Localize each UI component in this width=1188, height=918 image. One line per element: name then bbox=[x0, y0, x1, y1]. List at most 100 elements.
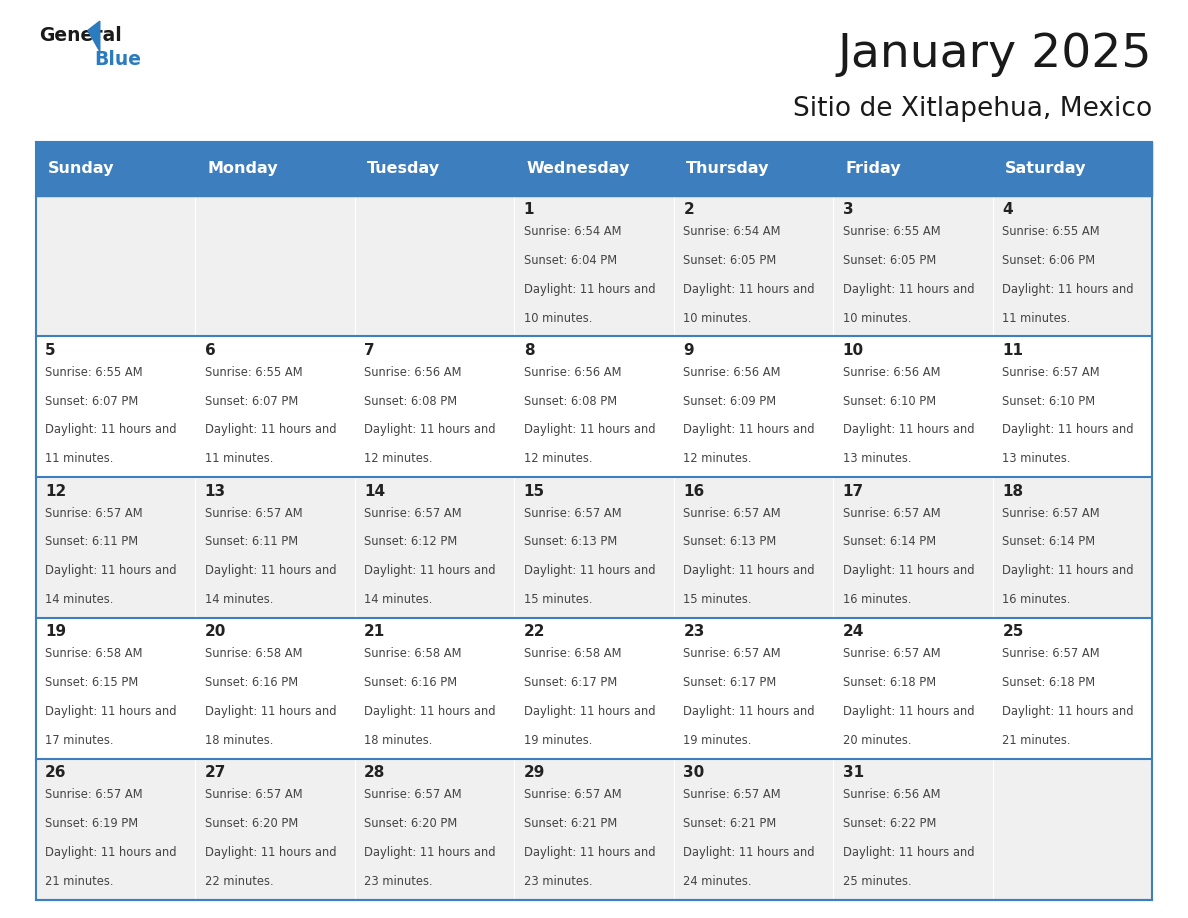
FancyBboxPatch shape bbox=[514, 336, 674, 477]
FancyBboxPatch shape bbox=[833, 477, 993, 618]
Text: 11 minutes.: 11 minutes. bbox=[1003, 311, 1070, 325]
Text: 20 minutes.: 20 minutes. bbox=[842, 734, 911, 747]
Text: Daylight: 11 hours and: Daylight: 11 hours and bbox=[842, 565, 974, 577]
Text: Sunrise: 6:57 AM: Sunrise: 6:57 AM bbox=[683, 647, 781, 660]
Text: Sunrise: 6:57 AM: Sunrise: 6:57 AM bbox=[842, 507, 941, 520]
FancyBboxPatch shape bbox=[355, 618, 514, 759]
Text: 31: 31 bbox=[842, 766, 864, 780]
Text: Daylight: 11 hours and: Daylight: 11 hours and bbox=[204, 845, 336, 859]
Text: 23 minutes.: 23 minutes. bbox=[365, 875, 432, 888]
FancyBboxPatch shape bbox=[36, 336, 195, 477]
FancyBboxPatch shape bbox=[195, 618, 355, 759]
Text: 16 minutes.: 16 minutes. bbox=[1003, 593, 1070, 606]
Text: 7: 7 bbox=[365, 342, 375, 358]
Text: 30: 30 bbox=[683, 766, 704, 780]
Text: 11: 11 bbox=[1003, 342, 1023, 358]
Text: Daylight: 11 hours and: Daylight: 11 hours and bbox=[683, 845, 815, 859]
Text: Sunrise: 6:57 AM: Sunrise: 6:57 AM bbox=[1003, 507, 1100, 520]
FancyBboxPatch shape bbox=[674, 336, 833, 477]
Text: 22: 22 bbox=[524, 624, 545, 640]
Text: Sunrise: 6:57 AM: Sunrise: 6:57 AM bbox=[842, 647, 941, 660]
Text: Sunset: 6:21 PM: Sunset: 6:21 PM bbox=[683, 817, 777, 830]
Text: Sunrise: 6:54 AM: Sunrise: 6:54 AM bbox=[683, 225, 781, 238]
Text: Sunset: 6:07 PM: Sunset: 6:07 PM bbox=[45, 395, 138, 408]
Text: Daylight: 11 hours and: Daylight: 11 hours and bbox=[1003, 565, 1133, 577]
Text: Sunrise: 6:58 AM: Sunrise: 6:58 AM bbox=[204, 647, 302, 660]
Text: Sunset: 6:10 PM: Sunset: 6:10 PM bbox=[842, 395, 936, 408]
Text: Sunset: 6:14 PM: Sunset: 6:14 PM bbox=[842, 535, 936, 548]
Text: 27: 27 bbox=[204, 766, 226, 780]
Text: Sunrise: 6:54 AM: Sunrise: 6:54 AM bbox=[524, 225, 621, 238]
FancyBboxPatch shape bbox=[674, 196, 833, 336]
Text: Daylight: 11 hours and: Daylight: 11 hours and bbox=[842, 283, 974, 296]
Text: 18 minutes.: 18 minutes. bbox=[204, 734, 273, 747]
Text: Daylight: 11 hours and: Daylight: 11 hours and bbox=[204, 423, 336, 436]
Text: Sunrise: 6:57 AM: Sunrise: 6:57 AM bbox=[683, 789, 781, 801]
FancyBboxPatch shape bbox=[195, 196, 355, 336]
FancyBboxPatch shape bbox=[833, 618, 993, 759]
FancyBboxPatch shape bbox=[36, 618, 195, 759]
Text: 22 minutes.: 22 minutes. bbox=[204, 875, 273, 888]
Text: Sunset: 6:08 PM: Sunset: 6:08 PM bbox=[524, 395, 617, 408]
Text: Sunrise: 6:57 AM: Sunrise: 6:57 AM bbox=[45, 507, 143, 520]
Text: 16: 16 bbox=[683, 484, 704, 498]
Text: 21: 21 bbox=[365, 624, 385, 640]
Text: 13 minutes.: 13 minutes. bbox=[842, 453, 911, 465]
FancyBboxPatch shape bbox=[36, 196, 195, 336]
Text: 1: 1 bbox=[524, 202, 535, 217]
FancyBboxPatch shape bbox=[514, 196, 674, 336]
Text: Sunset: 6:07 PM: Sunset: 6:07 PM bbox=[204, 395, 298, 408]
Text: Sunrise: 6:56 AM: Sunrise: 6:56 AM bbox=[842, 789, 940, 801]
FancyBboxPatch shape bbox=[355, 759, 514, 900]
Text: Sunset: 6:17 PM: Sunset: 6:17 PM bbox=[683, 677, 777, 689]
FancyBboxPatch shape bbox=[833, 336, 993, 477]
Text: Sunrise: 6:55 AM: Sunrise: 6:55 AM bbox=[45, 365, 143, 379]
Text: 15 minutes.: 15 minutes. bbox=[524, 593, 593, 606]
FancyBboxPatch shape bbox=[993, 759, 1152, 900]
Text: 11 minutes.: 11 minutes. bbox=[204, 453, 273, 465]
Text: Sunset: 6:15 PM: Sunset: 6:15 PM bbox=[45, 677, 138, 689]
Text: Daylight: 11 hours and: Daylight: 11 hours and bbox=[365, 705, 495, 718]
Text: Sunset: 6:13 PM: Sunset: 6:13 PM bbox=[524, 535, 617, 548]
Text: Monday: Monday bbox=[207, 162, 278, 176]
Text: Sunset: 6:11 PM: Sunset: 6:11 PM bbox=[45, 535, 138, 548]
Text: 26: 26 bbox=[45, 766, 67, 780]
Text: Wednesday: Wednesday bbox=[526, 162, 630, 176]
Text: Sunset: 6:04 PM: Sunset: 6:04 PM bbox=[524, 253, 617, 267]
Text: Daylight: 11 hours and: Daylight: 11 hours and bbox=[524, 845, 656, 859]
Text: Sunrise: 6:57 AM: Sunrise: 6:57 AM bbox=[365, 789, 462, 801]
Text: 4: 4 bbox=[1003, 202, 1013, 217]
Text: Sunset: 6:09 PM: Sunset: 6:09 PM bbox=[683, 395, 777, 408]
Text: Daylight: 11 hours and: Daylight: 11 hours and bbox=[1003, 423, 1133, 436]
Text: Daylight: 11 hours and: Daylight: 11 hours and bbox=[683, 565, 815, 577]
Text: 21 minutes.: 21 minutes. bbox=[1003, 734, 1070, 747]
Text: Sunset: 6:06 PM: Sunset: 6:06 PM bbox=[1003, 253, 1095, 267]
FancyBboxPatch shape bbox=[36, 477, 195, 618]
Text: Daylight: 11 hours and: Daylight: 11 hours and bbox=[1003, 705, 1133, 718]
FancyBboxPatch shape bbox=[36, 759, 195, 900]
Text: 19 minutes.: 19 minutes. bbox=[524, 734, 592, 747]
Text: Sunrise: 6:57 AM: Sunrise: 6:57 AM bbox=[524, 789, 621, 801]
FancyBboxPatch shape bbox=[674, 618, 833, 759]
Text: Sunset: 6:22 PM: Sunset: 6:22 PM bbox=[842, 817, 936, 830]
Text: Sunrise: 6:56 AM: Sunrise: 6:56 AM bbox=[683, 365, 781, 379]
Text: Sunrise: 6:57 AM: Sunrise: 6:57 AM bbox=[524, 507, 621, 520]
Text: Sunrise: 6:58 AM: Sunrise: 6:58 AM bbox=[524, 647, 621, 660]
Text: 17 minutes.: 17 minutes. bbox=[45, 734, 114, 747]
Text: Sunrise: 6:57 AM: Sunrise: 6:57 AM bbox=[204, 789, 302, 801]
Text: 18 minutes.: 18 minutes. bbox=[365, 734, 432, 747]
Text: Sunset: 6:13 PM: Sunset: 6:13 PM bbox=[683, 535, 777, 548]
Text: 12 minutes.: 12 minutes. bbox=[365, 453, 432, 465]
Text: 10 minutes.: 10 minutes. bbox=[524, 311, 592, 325]
Text: 25 minutes.: 25 minutes. bbox=[842, 875, 911, 888]
Text: Daylight: 11 hours and: Daylight: 11 hours and bbox=[1003, 283, 1133, 296]
Text: Sunrise: 6:57 AM: Sunrise: 6:57 AM bbox=[45, 789, 143, 801]
Text: 10: 10 bbox=[842, 342, 864, 358]
Text: 23 minutes.: 23 minutes. bbox=[524, 875, 593, 888]
Text: 5: 5 bbox=[45, 342, 56, 358]
Text: Sunday: Sunday bbox=[48, 162, 114, 176]
FancyBboxPatch shape bbox=[195, 142, 355, 196]
FancyBboxPatch shape bbox=[993, 142, 1152, 196]
Text: 18: 18 bbox=[1003, 484, 1023, 498]
Text: Sunrise: 6:56 AM: Sunrise: 6:56 AM bbox=[842, 365, 940, 379]
